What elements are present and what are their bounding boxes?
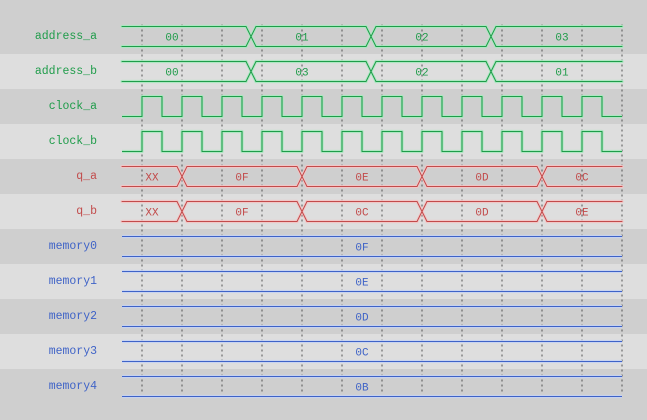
svg-text:03: 03 — [555, 33, 568, 45]
svg-text:0D: 0D — [475, 208, 489, 220]
svg-text:00: 00 — [165, 33, 178, 45]
svg-text:0C: 0C — [575, 173, 589, 185]
svg-text:00: 00 — [165, 68, 178, 80]
svg-text:02: 02 — [415, 68, 428, 80]
svg-text:0F: 0F — [355, 243, 368, 255]
svg-text:01: 01 — [555, 68, 569, 80]
svg-text:0C: 0C — [355, 348, 369, 360]
svg-text:0F: 0F — [235, 208, 248, 220]
svg-text:03: 03 — [295, 68, 308, 80]
svg-text:0B: 0B — [355, 383, 369, 395]
svg-text:01: 01 — [295, 33, 309, 45]
svg-text:0D: 0D — [475, 173, 489, 185]
svg-text:0C: 0C — [355, 208, 369, 220]
svg-text:02: 02 — [415, 33, 428, 45]
svg-text:0E: 0E — [355, 278, 369, 290]
svg-text:0D: 0D — [355, 313, 369, 325]
svg-text:XX: XX — [145, 208, 159, 220]
svg-text:0F: 0F — [235, 173, 248, 185]
svg-text:XX: XX — [145, 173, 159, 185]
svg-text:0E: 0E — [575, 208, 589, 220]
svg-text:0E: 0E — [355, 173, 369, 185]
